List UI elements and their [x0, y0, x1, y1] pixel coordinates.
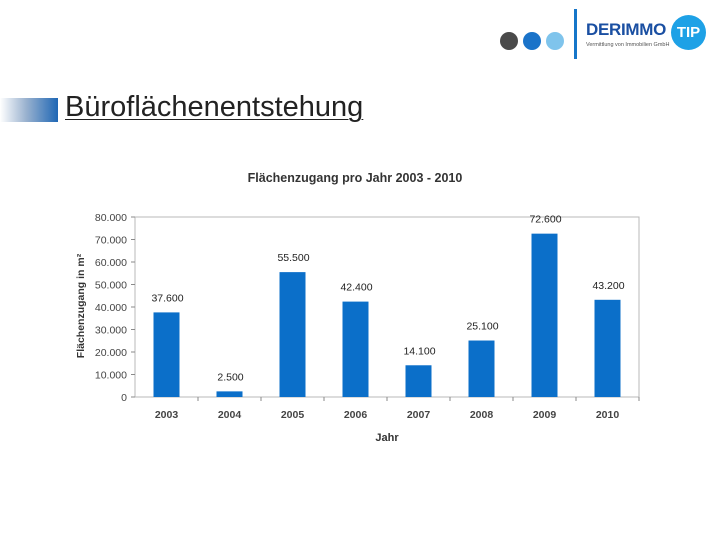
data-label: 25.100 [466, 321, 498, 333]
bar [594, 299, 621, 397]
y-tick-label: 80.000 [95, 212, 127, 224]
y-tick-label: 60.000 [95, 257, 127, 269]
bar [153, 312, 180, 397]
x-axis-title: Jahr [375, 432, 399, 444]
x-tick-label: 2003 [155, 409, 179, 421]
y-tick-label: 30.000 [95, 325, 127, 337]
x-tick-label: 2010 [596, 409, 620, 421]
y-axis-title: Flächenzugang in m² [75, 253, 87, 358]
bar [342, 301, 369, 397]
logo-dot-blue [523, 32, 541, 50]
x-tick-label: 2007 [407, 409, 431, 421]
y-tick-label: 10.000 [95, 370, 127, 382]
y-tick-label: 20.000 [95, 347, 127, 359]
data-label: 55.500 [277, 252, 309, 264]
x-tick-label: 2009 [533, 409, 557, 421]
plot-area-frame [134, 216, 640, 398]
logo-badge: TIP [671, 15, 706, 50]
title-accent-bar [0, 98, 58, 122]
x-tick-label: 2005 [281, 409, 305, 421]
bar [531, 233, 558, 397]
x-tick-label: 2006 [344, 409, 368, 421]
y-tick-label: 0 [121, 392, 127, 404]
logo-dot-light [546, 32, 564, 50]
data-label: 14.100 [403, 345, 435, 357]
y-tick-label: 50.000 [95, 280, 127, 292]
page-title: Büroflächenentstehung [65, 91, 364, 123]
y-tick-label: 40.000 [95, 302, 127, 314]
x-tick-label: 2008 [470, 409, 494, 421]
bar [468, 340, 495, 397]
data-label: 72.600 [529, 214, 561, 226]
chart-title: Flächenzugang pro Jahr 2003 - 2010 [248, 171, 463, 185]
y-tick-label: 70.000 [95, 235, 127, 247]
x-tick-label: 2004 [218, 409, 242, 421]
data-label: 43.200 [592, 280, 624, 292]
logo-divider [574, 9, 577, 59]
company-logo: DERIMMO Vermittlung von Immobilien GmbH … [500, 6, 710, 62]
logo-subtitle: Vermittlung von Immobilien GmbH [586, 42, 670, 48]
logo-text: DERIMMO [586, 20, 667, 39]
data-label: 42.400 [340, 282, 372, 294]
logo-dot-dark [500, 32, 518, 50]
bar [279, 272, 306, 397]
data-label: 2.500 [217, 371, 243, 383]
bar [405, 365, 432, 397]
data-label: 37.600 [151, 292, 183, 304]
bar [216, 391, 243, 397]
